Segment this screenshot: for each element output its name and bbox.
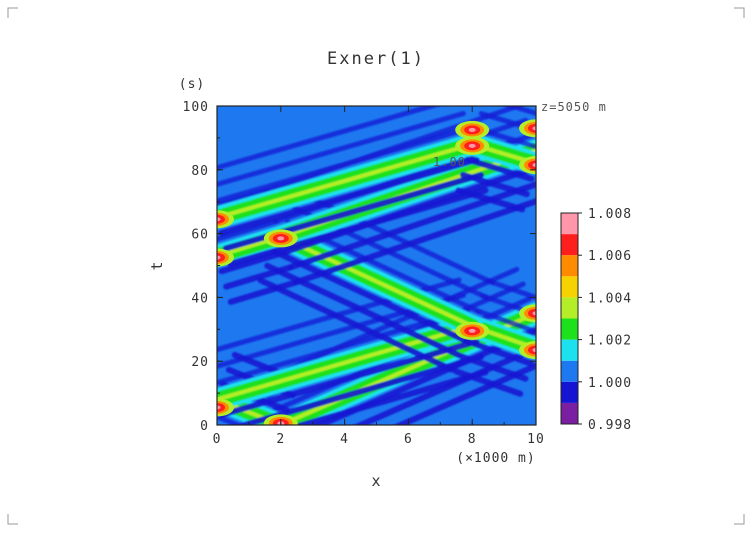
y-axis: 0 20 40 60 80 100 [183, 100, 536, 434]
wave-minimum-band [218, 249, 289, 275]
maximum-spot-core [217, 214, 225, 224]
y-axis-label: t [148, 261, 166, 270]
wave-front-core [278, 234, 475, 329]
wave-minimum-band [217, 188, 270, 209]
maximum-spot-peak [217, 255, 221, 260]
page-corner-marks [7, 7, 745, 525]
wave-minimum-band [227, 279, 298, 305]
wave-minimum-band [217, 414, 245, 425]
wave-minimum-band [291, 369, 489, 425]
colorbar-swatch [561, 339, 578, 361]
wave-minimum-band [217, 106, 441, 171]
plot-area: 1.00 [199, 105, 537, 470]
colorbar-label: 1.002 [588, 334, 632, 349]
wave-minimum-band [271, 248, 469, 344]
x-axis-label: x [371, 472, 380, 490]
wave-minimum-band [455, 187, 526, 213]
x-tick-label: 0 [213, 432, 222, 447]
wave-minimum-band [199, 444, 263, 470]
x-tick-label: 2 [276, 432, 285, 447]
colorbar-swatch [561, 318, 578, 340]
wave-minimum-band [288, 181, 536, 271]
wave-minimum-band [453, 368, 524, 397]
y-tick-label: 40 [191, 291, 209, 306]
colorbar-swatch [561, 213, 578, 235]
wave-minimum-band [218, 156, 480, 237]
y-unit-label: (s) [179, 77, 205, 92]
maximum-spot-core [217, 253, 225, 263]
maximum-spot-peak [468, 127, 476, 132]
colorbar-label: 1.000 [588, 376, 632, 391]
colorbar-swatch [561, 255, 578, 277]
wave-minimum-band [485, 278, 536, 301]
x-tick-label: 8 [468, 432, 477, 447]
chart-title: Exner(1) [327, 49, 425, 69]
x-tick-label: 6 [404, 432, 413, 447]
maximum-spot-core [528, 308, 536, 318]
wave-minimum-band [502, 106, 536, 116]
wave-minimum-band [353, 345, 536, 425]
y-tick-label: 80 [191, 164, 209, 179]
wave-minimum-band [227, 187, 489, 267]
y-tick-label: 0 [200, 419, 209, 434]
height-annotation: z=5050 m [541, 100, 607, 114]
maximum-spot-peak [532, 348, 536, 353]
maximum-spot-peak [217, 405, 221, 410]
maximum-spot-peak [468, 328, 476, 333]
colorbar-label: 1.004 [588, 291, 632, 306]
x-axis: 0 2 4 6 8 10 [213, 106, 545, 447]
wave-minimum-band [464, 156, 535, 182]
maximum-spot-peak [217, 217, 221, 222]
maximum-spot-core [528, 123, 536, 133]
colorbar-swatch [561, 297, 578, 319]
y-tick-label: 100 [183, 100, 209, 115]
maximum-spot-peak [532, 163, 536, 168]
x-tick-label: 4 [340, 432, 349, 447]
contour-label: 1.00 [433, 155, 466, 169]
maximum-spot-core [528, 160, 536, 170]
colorbar-label: 1.006 [588, 249, 632, 264]
wave-minimum-band [218, 338, 480, 418]
wave-minimum-band [474, 308, 536, 335]
wave-minimum-band [460, 171, 530, 198]
colorbar-swatch [561, 360, 578, 382]
wave-minimum-band [458, 353, 529, 382]
colorbar-label: 1.008 [588, 207, 632, 222]
maximum-spot-core [528, 345, 536, 355]
colorbar-swatch [561, 276, 578, 298]
maximum-spot-peak [277, 236, 285, 241]
colorbar-swatch [561, 381, 578, 403]
x-tick-label: 10 [527, 432, 545, 447]
maximum-spot-peak [532, 126, 536, 131]
maximum-spot-core [217, 402, 225, 412]
wave-minimum-band [293, 198, 536, 286]
colorbar-swatch [561, 402, 578, 424]
x-unit-label: (×1000 m) [456, 451, 535, 466]
wave-front-core [217, 142, 475, 220]
wave-minimum-band [257, 277, 455, 373]
wave-minimum-band [217, 218, 279, 242]
y-tick-label: 60 [191, 228, 209, 243]
wave-minimum-band [463, 338, 534, 367]
y-tick-label: 20 [191, 355, 209, 370]
colorbar-frame [560, 212, 579, 425]
maximum-spot-peak [532, 311, 536, 316]
wave-minimum-band [217, 111, 466, 187]
maximum-spot-peak [468, 143, 476, 148]
wave-minimum-band [217, 126, 471, 204]
colorbar-label: 0.998 [588, 418, 632, 433]
colorbar: 0.998 1.000 1.002 1.004 1.006 1.008 [560, 207, 632, 433]
colorbar-swatch [561, 234, 578, 256]
